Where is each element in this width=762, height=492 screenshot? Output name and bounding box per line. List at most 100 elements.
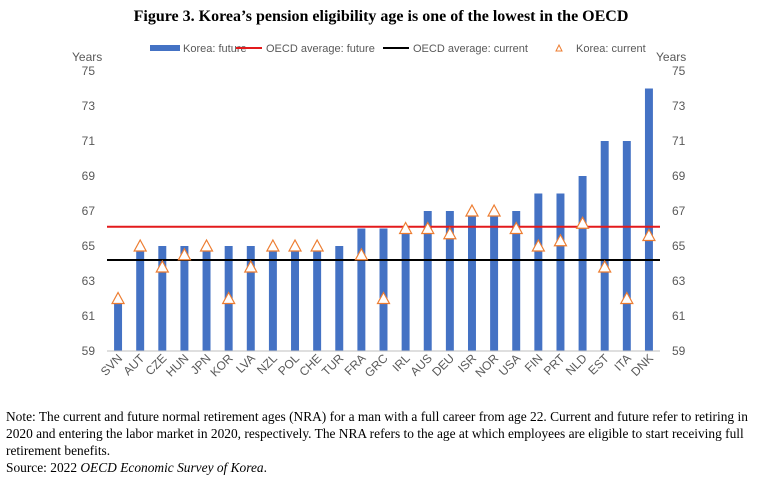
bar	[158, 246, 167, 351]
bar-series	[114, 88, 653, 351]
legend-label-oecd-future: OECD average: future	[266, 43, 375, 55]
bar	[202, 246, 211, 351]
left-tick-label: 63	[82, 274, 96, 288]
right-tick-label: 63	[672, 274, 686, 288]
figure-title: Figure 3. Korea’s pension eligibility ag…	[133, 8, 629, 25]
x-tick-label: NLD	[563, 351, 590, 378]
current-marker	[597, 259, 612, 273]
left-tick-label: 59	[82, 344, 96, 358]
x-tick-label: LVA	[233, 351, 258, 376]
x-tick-label: SVN	[98, 351, 125, 378]
left-tick-label: 65	[82, 239, 96, 253]
right-tick-label: 61	[672, 309, 686, 323]
left-tick-label: 69	[82, 169, 96, 183]
current-marker	[487, 203, 502, 217]
bar	[401, 228, 410, 351]
x-tick-label: EST	[585, 351, 612, 378]
bar	[136, 246, 145, 351]
legend-label-oecd-current: OECD average: current	[413, 43, 528, 55]
current-marker	[509, 221, 524, 235]
current-marker	[575, 215, 590, 229]
current-marker	[265, 238, 280, 252]
right-tick-label: 75	[672, 64, 686, 78]
bar	[644, 88, 653, 351]
bar	[534, 193, 543, 351]
bar	[622, 141, 631, 351]
bar	[490, 211, 499, 351]
bar	[291, 246, 300, 351]
current-marker	[553, 233, 568, 247]
bar	[335, 246, 344, 351]
bar	[556, 193, 565, 351]
current-marker	[243, 259, 258, 273]
x-tick-label: AUS	[408, 351, 435, 378]
left-tick-label: 73	[82, 99, 96, 113]
x-tick-label: CZE	[143, 351, 170, 378]
left-tick-label: 71	[82, 134, 96, 148]
bar	[114, 298, 123, 351]
source-suffix: .	[263, 460, 267, 475]
bar	[578, 176, 587, 351]
current-marker	[221, 291, 236, 305]
x-tick-label: USA	[496, 351, 523, 378]
bar	[423, 211, 432, 351]
chart-legend: Korea: future OECD average: future OECD …	[150, 43, 646, 55]
current-marker	[155, 259, 170, 273]
x-tick-label: HUN	[163, 351, 191, 379]
current-marker	[288, 238, 303, 252]
x-tick-label: NOR	[472, 351, 501, 380]
bar	[246, 246, 255, 351]
legend-swatch-korea-current	[555, 43, 563, 52]
x-tick-label: GRC	[362, 351, 391, 380]
current-marker	[133, 238, 148, 252]
current-marker	[420, 221, 435, 235]
current-marker	[111, 291, 126, 305]
bar	[445, 211, 454, 351]
legend-label-korea-future: Korea: future	[183, 43, 247, 55]
current-markers	[111, 203, 656, 305]
bar	[268, 246, 277, 351]
current-marker	[177, 247, 192, 261]
x-tick-label: AUT	[120, 351, 147, 378]
right-axis-ticks: 59 61 63 65 67 69 71 73 75	[672, 64, 686, 358]
note-text: Note: The current and future normal reti…	[6, 409, 748, 458]
current-marker	[531, 238, 546, 252]
bar	[467, 211, 476, 351]
current-marker	[310, 238, 325, 252]
x-tick-label: CHE	[296, 351, 324, 379]
x-tick-label: TUR	[319, 351, 347, 379]
right-tick-label: 65	[672, 239, 686, 253]
x-tick-label: NZL	[254, 351, 280, 377]
bar	[357, 228, 366, 351]
bar	[379, 228, 388, 351]
x-tick-label: PRT	[541, 351, 568, 378]
left-axis-unit: Years	[72, 50, 102, 64]
x-tick-label: POL	[275, 351, 302, 378]
right-tick-label: 59	[672, 344, 686, 358]
source-prefix: Source: 2022	[6, 460, 81, 475]
left-tick-label: 75	[82, 64, 96, 78]
bar	[313, 246, 322, 351]
right-tick-label: 67	[672, 204, 686, 218]
bar	[600, 141, 609, 351]
average-lines	[107, 225, 660, 261]
right-tick-label: 71	[672, 134, 686, 148]
right-axis-unit: Years	[656, 50, 686, 64]
current-marker	[354, 247, 369, 261]
legend-label-korea-current: Korea: current	[576, 43, 646, 55]
x-tick-label: DNK	[628, 351, 656, 379]
left-tick-label: 67	[82, 204, 96, 218]
left-tick-label: 61	[82, 309, 96, 323]
x-tick-label: KOR	[207, 351, 236, 380]
note-block: Note: The current and future normal reti…	[6, 408, 758, 476]
current-marker	[376, 291, 391, 305]
bar	[512, 211, 521, 351]
source-title: OECD Economic Survey of Korea	[80, 460, 264, 475]
current-marker	[442, 226, 457, 240]
bar	[180, 246, 189, 351]
current-marker	[641, 228, 656, 242]
current-marker	[619, 291, 634, 305]
legend-swatch-korea-future	[150, 45, 180, 51]
x-tick-label: FIN	[522, 351, 546, 375]
